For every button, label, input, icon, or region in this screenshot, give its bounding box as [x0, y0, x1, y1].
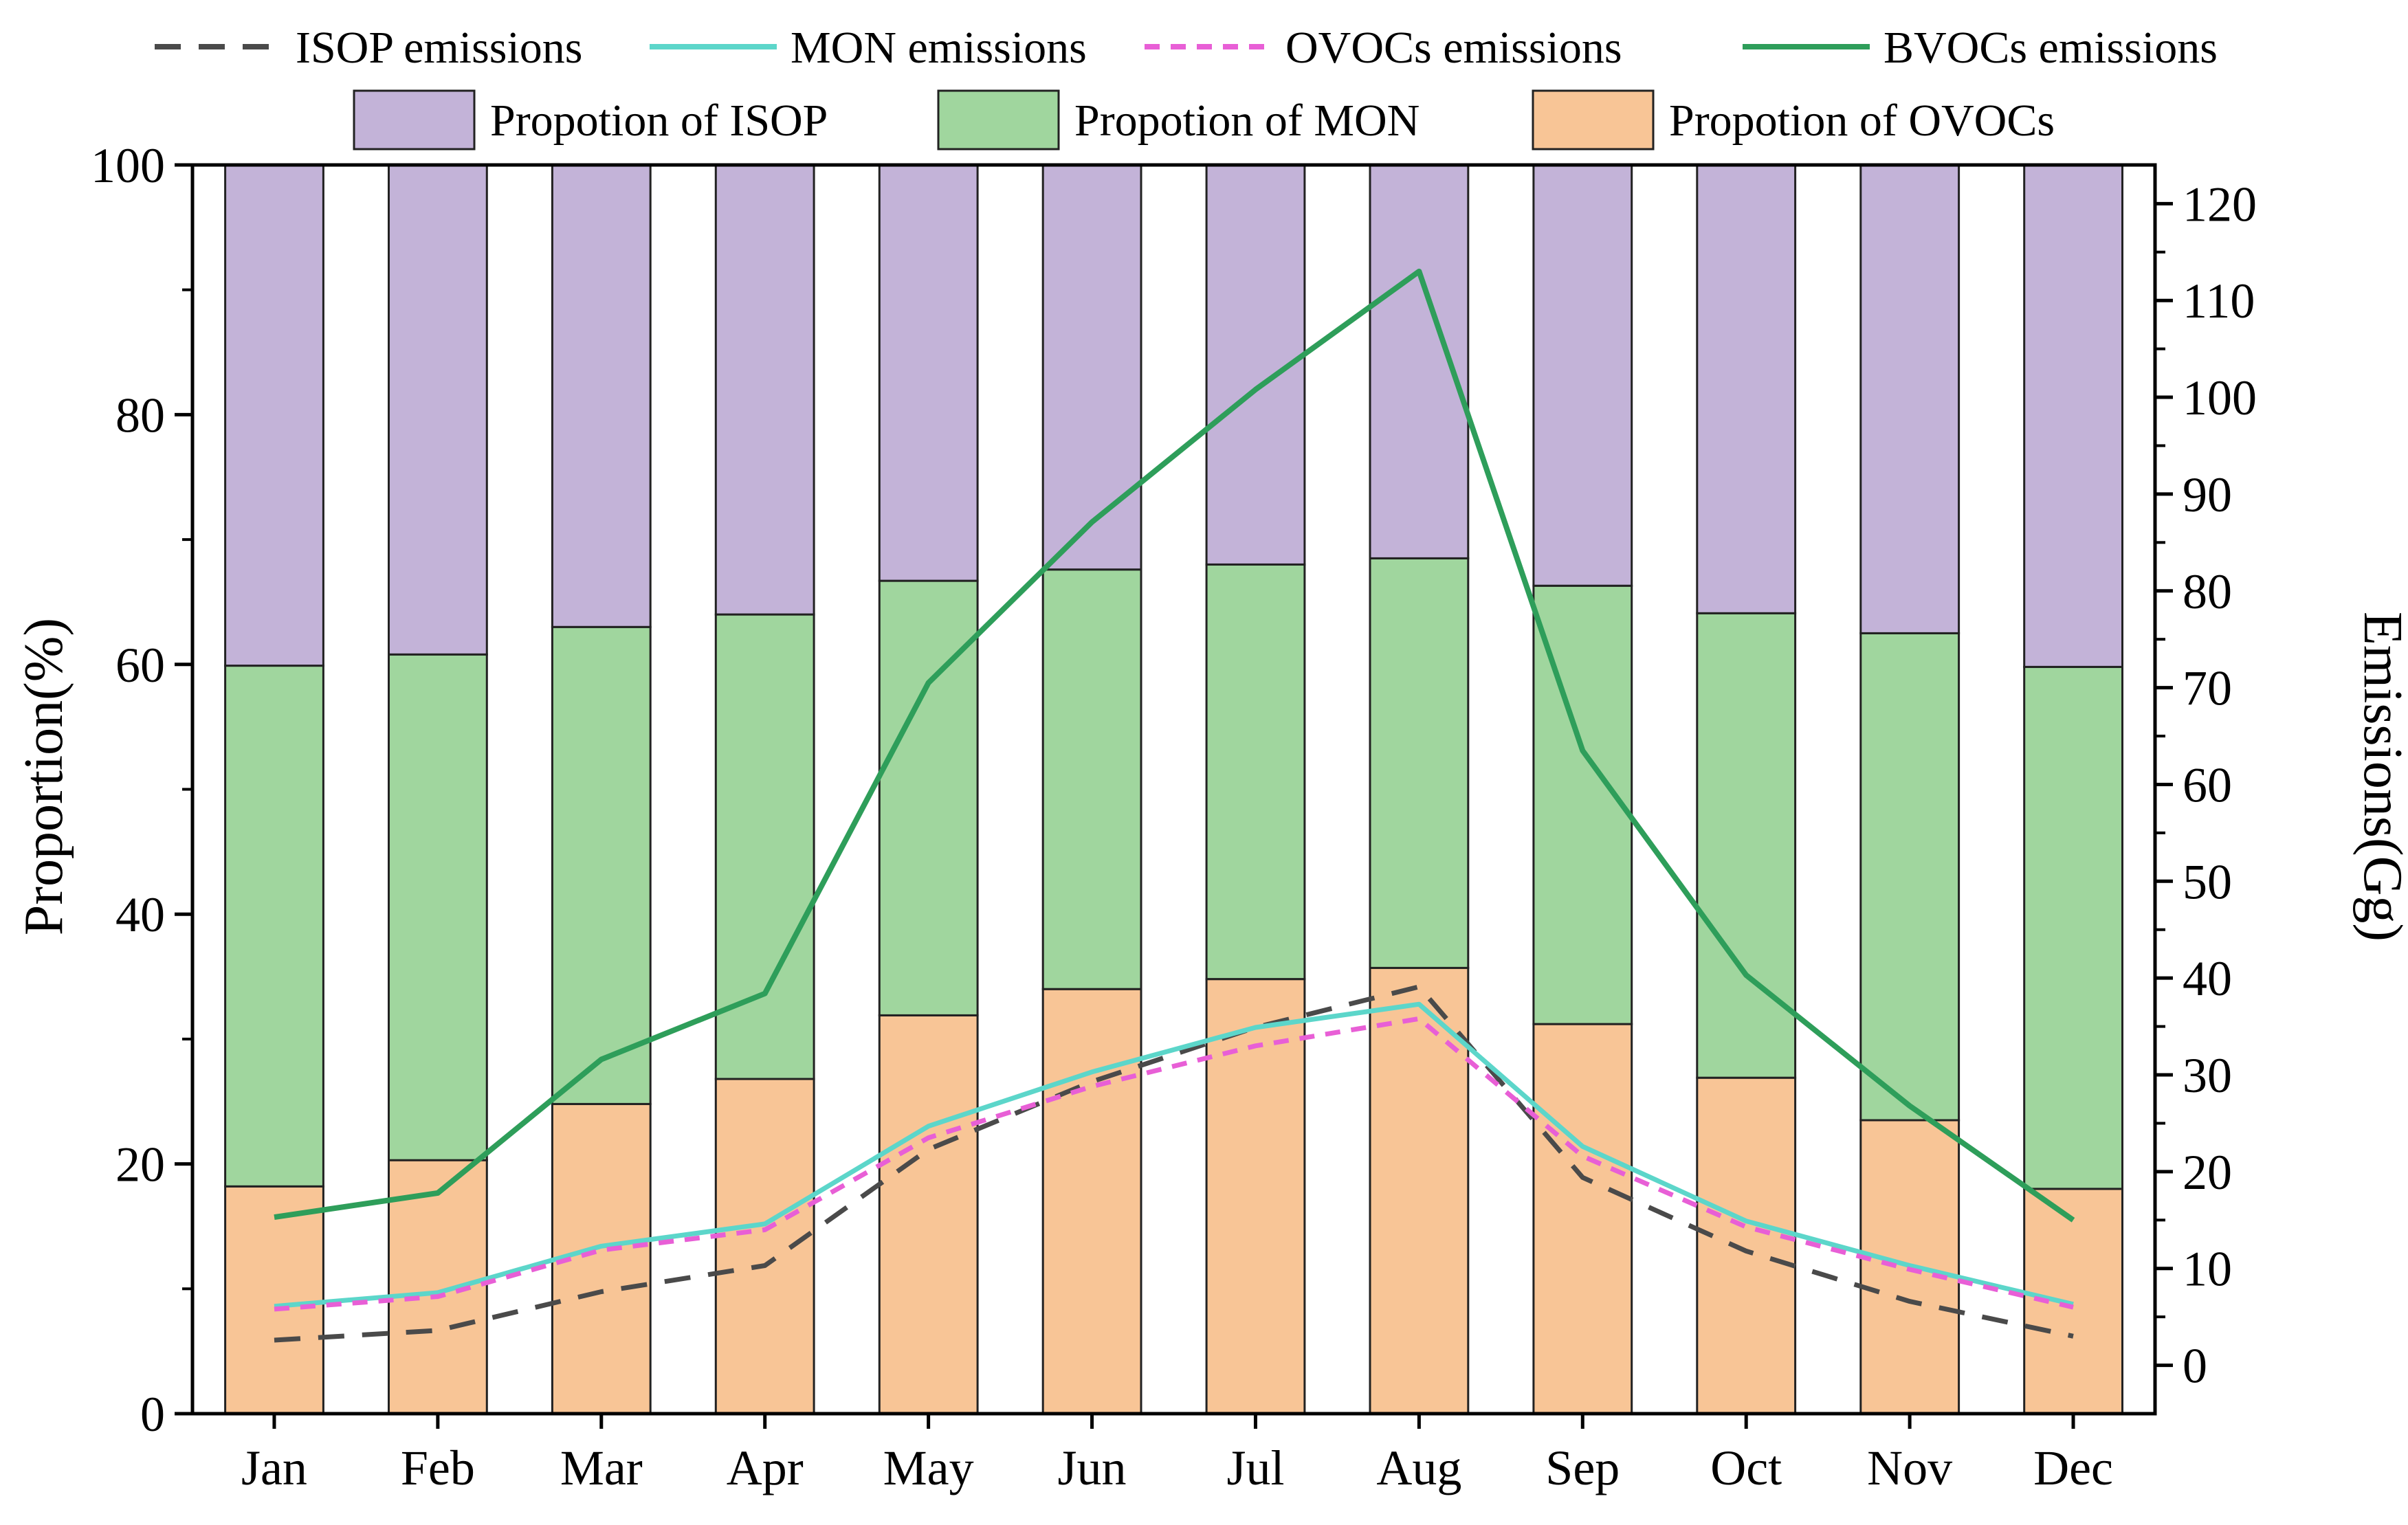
- bar-propotion-of-isop-may: [878, 164, 979, 582]
- left-tick-label-20: 20: [115, 1137, 165, 1192]
- left-tick-label-100: 100: [91, 138, 165, 193]
- right-tick-label-30: 30: [2183, 1048, 2232, 1103]
- left-tick-label-60: 60: [115, 638, 165, 693]
- bar-propotion-of-mon-feb: [388, 653, 488, 1161]
- axes-layer: 0 20 40 60 80 100 0 10 20 30 40 50 60 70 80 90 100 110 120…: [91, 138, 2257, 1495]
- x-tick-label-sep: Sep: [1545, 1440, 1620, 1495]
- x-tick-label-may: May: [883, 1440, 974, 1495]
- x-tick-label-aug: Aug: [1376, 1440, 1461, 1495]
- bar-propotion-of-isop-mar: [551, 164, 652, 628]
- bar-propotion-of-isop-aug: [1369, 164, 1470, 559]
- bar-propotion-of-isop-jun: [1041, 164, 1142, 571]
- legend-label-bvocs-emissions: BVOCs emissions: [1884, 23, 2218, 73]
- bar-propotion-of-isop-feb: [388, 164, 488, 656]
- bar-propotion-of-mon-jun: [1041, 568, 1142, 990]
- right-tick-label-60: 60: [2183, 757, 2232, 812]
- bar-propotion-of-mon-dec: [2023, 665, 2123, 1190]
- x-tick-label-oct: Oct: [1710, 1440, 1782, 1495]
- legend-label-ovocs-emissions: OVOCs emissions: [1285, 23, 1622, 73]
- legend-swatch-propotion-of-mon: [937, 89, 1060, 151]
- bar-propotion-of-ovocs-sep: [1532, 1023, 1633, 1415]
- legend-label-isop-emissions: ISOP emissions: [296, 23, 582, 73]
- bar-propotion-of-mon-nov: [1859, 632, 1960, 1122]
- x-tick-label-apr: Apr: [727, 1440, 804, 1495]
- left-tick-label-80: 80: [115, 388, 165, 443]
- bar-propotion-of-isop-dec: [2023, 164, 2123, 668]
- line-isop-emissions: [274, 984, 2074, 1343]
- right-tick-label-120: 120: [2183, 177, 2257, 232]
- bar-propotion-of-ovocs-oct: [1696, 1076, 1797, 1415]
- left-axis-title: Proportion(%): [14, 618, 74, 935]
- right-tick-label-100: 100: [2183, 370, 2257, 425]
- bar-propotion-of-ovocs-jun: [1041, 988, 1142, 1415]
- right-tick-label-20: 20: [2183, 1145, 2232, 1200]
- bar-propotion-of-isop-jan: [224, 164, 324, 667]
- right-tick-label-50: 50: [2183, 854, 2232, 909]
- x-tick-label-jan: Jan: [241, 1440, 307, 1495]
- line-bvocs-emissions: [274, 268, 2075, 1223]
- right-tick-label-70: 70: [2183, 661, 2232, 716]
- right-tick-label-40: 40: [2183, 951, 2232, 1006]
- x-tick-label-dec: Dec: [2033, 1440, 2113, 1495]
- legend-label-mon-emissions: MON emissions: [791, 23, 1087, 73]
- left-tick-label-0: 0: [140, 1387, 165, 1442]
- x-tick-label-jun: Jun: [1058, 1440, 1127, 1495]
- x-tick-label-feb: Feb: [401, 1440, 475, 1495]
- line-ovocs-emissions: [274, 1016, 2074, 1312]
- bar-propotion-of-ovocs-jan: [224, 1185, 324, 1415]
- bar-propotion-of-isop-oct: [1696, 164, 1797, 614]
- legend-label-propotion-of-mon: Propotion of MON: [1074, 96, 1420, 146]
- bar-propotion-of-mon-jul: [1205, 563, 1306, 981]
- x-tick-label-jul: Jul: [1226, 1440, 1284, 1495]
- legend-swatch-propotion-of-isop: [353, 89, 476, 151]
- bar-propotion-of-ovocs-apr: [714, 1078, 815, 1415]
- right-tick-label-110: 110: [2183, 274, 2255, 329]
- x-tick-label-nov: Nov: [1867, 1440, 1952, 1495]
- bar-propotion-of-isop-nov: [1859, 164, 1960, 634]
- legend: ISOP emissions MON emissions OVOCs emissio…: [155, 23, 2218, 151]
- x-tick-label-mar: Mar: [560, 1440, 643, 1495]
- line-layer: [274, 268, 2075, 1343]
- bar-propotion-of-isop-apr: [714, 164, 815, 616]
- line-mon-emissions: [274, 1001, 2074, 1309]
- legend-swatch-propotion-of-ovocs: [1532, 89, 1655, 151]
- legend-label-propotion-of-ovocs: Propotion of OVOCs: [1669, 96, 2055, 146]
- right-tick-label-10: 10: [2183, 1242, 2232, 1297]
- right-tick-label-90: 90: [2183, 467, 2232, 522]
- left-tick-label-40: 40: [115, 887, 165, 942]
- right-tick-label-0: 0: [2183, 1339, 2207, 1394]
- bar-propotion-of-mon-jan: [224, 665, 324, 1188]
- right-tick-label-80: 80: [2183, 564, 2232, 619]
- bar-propotion-of-ovocs-feb: [388, 1159, 488, 1415]
- bar-propotion-of-mon-oct: [1696, 612, 1797, 1079]
- bar-propotion-of-isop-sep: [1532, 164, 1633, 587]
- right-axis-title: Emissions(Gg): [2352, 612, 2408, 942]
- legend-label-propotion-of-isop: Propotion of ISOP: [490, 96, 828, 146]
- bar-propotion-of-ovocs-may: [878, 1014, 979, 1415]
- bar-propotion-of-mon-aug: [1369, 557, 1470, 969]
- bar-propotion-of-mon-mar: [551, 625, 652, 1105]
- bar-layer: [224, 164, 2123, 1415]
